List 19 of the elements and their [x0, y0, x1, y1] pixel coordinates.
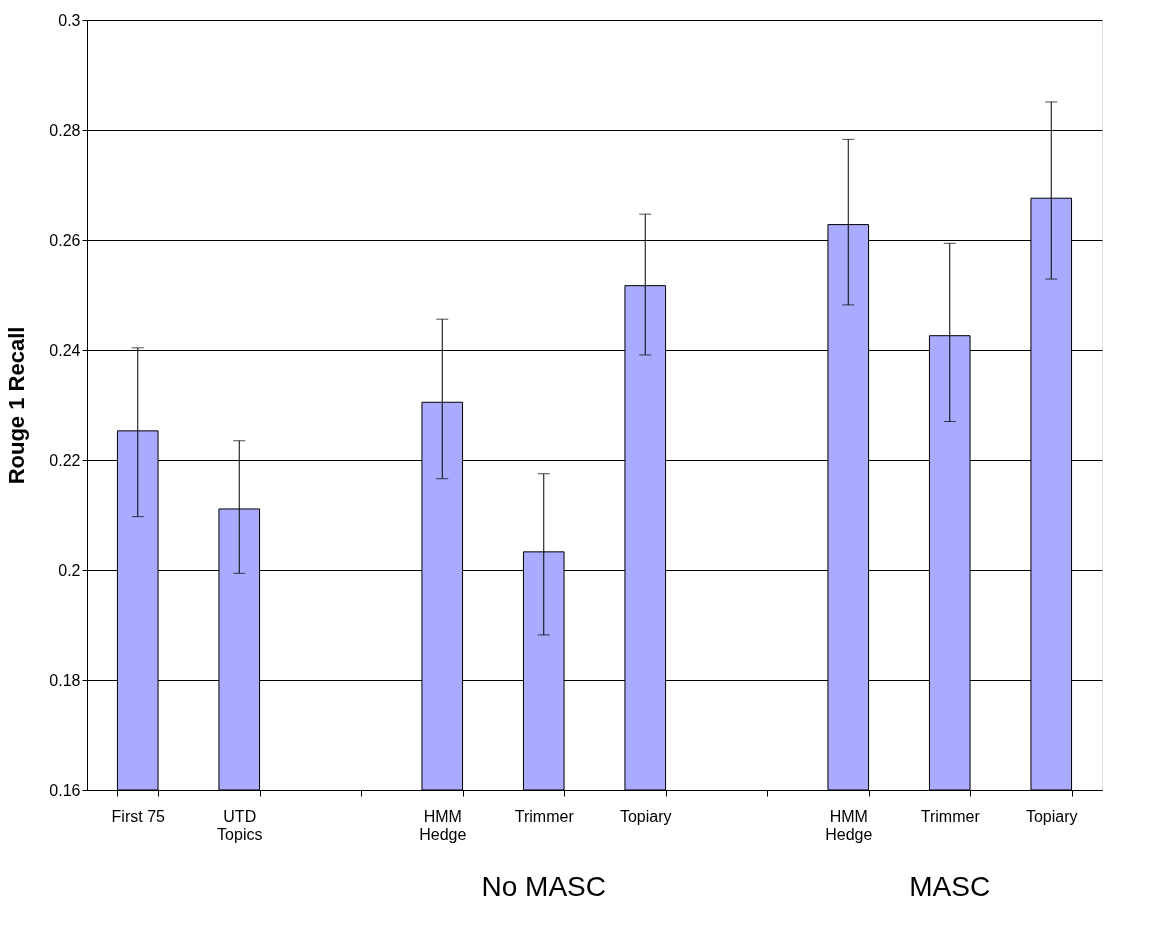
y-tick-label: 0.16 — [49, 781, 81, 799]
x-tick-label: Topiary — [619, 807, 672, 825]
x-tick-label: HMM Hedge — [825, 807, 873, 843]
y-tick-label: 0.28 — [49, 121, 81, 139]
y-tick-label: 0.3 — [58, 11, 81, 29]
y-tick-label: 0.22 — [49, 451, 81, 469]
x-tick-label: Trimmer — [514, 807, 575, 825]
y-tick-label: 0.2 — [58, 561, 81, 579]
x-tick-label: UTD Topics — [217, 807, 263, 843]
x-tick-label: Topiary — [1025, 807, 1078, 825]
text: No MASC — [481, 871, 606, 902]
text: MASC — [909, 871, 991, 902]
y-tick-label: 0.18 — [49, 671, 81, 689]
x-tick-label: HMM Hedge — [419, 807, 467, 843]
x-tick-label: Trimmer — [920, 807, 981, 825]
y-tick-label: 0.26 — [49, 231, 81, 249]
y-tick-label: 0.24 — [49, 341, 81, 359]
y-axis-title: Rouge 1 Recall — [4, 326, 30, 485]
x-tick-label: First 75 — [111, 807, 166, 825]
